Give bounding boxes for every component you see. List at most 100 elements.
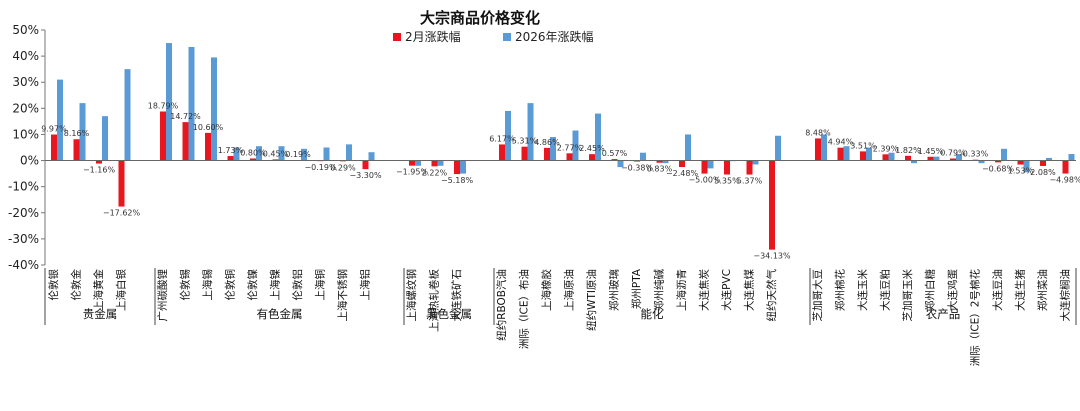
data-label: 0.80% xyxy=(240,148,266,157)
data-label: −4.98% xyxy=(1049,176,1080,185)
data-label: 2.39% xyxy=(873,144,899,153)
data-label: 8.48% xyxy=(805,128,831,137)
data-label: 1.82% xyxy=(895,146,921,155)
bar-2026 xyxy=(978,160,985,164)
bar-feb xyxy=(362,160,369,170)
legend-label-feb: 2月涨跌幅 xyxy=(405,29,461,44)
data-label: −0.38% xyxy=(621,164,654,173)
category-label: 伦敦锡 xyxy=(179,269,192,301)
bar-feb xyxy=(51,134,57,161)
data-label: −1.16% xyxy=(83,166,116,175)
bar-feb xyxy=(205,132,211,161)
category-label: 伦敦铝 xyxy=(291,269,304,301)
bar-feb xyxy=(679,160,685,168)
bar-2026 xyxy=(188,46,195,161)
data-label: 4.86% xyxy=(534,138,560,147)
group-label: 有色金属 xyxy=(257,307,303,321)
bar-2026 xyxy=(505,110,511,161)
bar-2026 xyxy=(527,103,534,161)
bar-2026 xyxy=(640,152,646,161)
y-tick-label: 0% xyxy=(20,154,39,168)
bar-feb xyxy=(950,158,956,161)
bar-feb xyxy=(73,139,80,161)
bar-2026 xyxy=(1001,148,1007,161)
y-tick-label: 40% xyxy=(12,49,39,63)
category-label: 大连豆粕 xyxy=(879,269,892,311)
bar-2026 xyxy=(572,130,579,161)
bar-2026 xyxy=(617,160,624,168)
category-label: 郑州PTA xyxy=(630,268,643,309)
bar-feb xyxy=(160,111,166,161)
category-label: 广州碳酸锂 xyxy=(156,269,169,322)
y-tick-label: -30% xyxy=(8,232,39,246)
bar-feb xyxy=(1040,160,1046,166)
bar-feb xyxy=(431,160,438,167)
data-label: 5.37% xyxy=(737,177,763,186)
data-label: 2.22% xyxy=(422,168,448,177)
bar-2026 xyxy=(752,160,759,165)
category-label: 大连玉米 xyxy=(856,269,869,311)
bar-feb xyxy=(701,160,708,174)
category-label: 上海铝 xyxy=(359,269,372,301)
bar-feb xyxy=(118,160,125,207)
y-tick-label: -40% xyxy=(8,258,39,272)
bar-2026 xyxy=(79,103,86,161)
y-tick-label: -10% xyxy=(8,180,39,194)
bar-2026 xyxy=(595,113,601,161)
bar-feb xyxy=(250,158,256,161)
data-label: 0.57% xyxy=(602,149,628,158)
data-label: 1.53% xyxy=(1008,167,1034,176)
y-tick-label: 50% xyxy=(12,23,39,37)
category-label: 上海锡 xyxy=(201,269,214,301)
category-label: 伦敦镍 xyxy=(246,269,259,301)
bar-feb xyxy=(611,159,618,161)
category-label: 上海镍 xyxy=(269,269,282,301)
bar-feb xyxy=(860,151,866,161)
bar-feb xyxy=(589,154,595,161)
bar-feb xyxy=(454,160,460,175)
bar-2026 xyxy=(1046,157,1052,161)
legend-swatch-feb xyxy=(393,33,401,41)
group-label: 能化 xyxy=(641,307,664,321)
data-label: −5.00% xyxy=(688,176,721,185)
data-label: −0.19% xyxy=(304,163,337,172)
bar-feb xyxy=(815,138,821,161)
bar-2026 xyxy=(415,160,421,166)
data-label: 1.45% xyxy=(918,147,944,156)
bar-feb xyxy=(882,154,889,161)
group-label: 黑色金属 xyxy=(426,307,472,321)
bar-2026 xyxy=(662,160,669,164)
legend-swatch-2026 xyxy=(503,33,511,41)
data-label: −1.95% xyxy=(396,168,429,177)
category-label: 上海橡胶 xyxy=(540,269,553,311)
bar-2026 xyxy=(278,146,285,161)
chart-title: 大宗商品价格变化 xyxy=(420,9,540,27)
bar-2026 xyxy=(323,147,330,161)
bar-2026 xyxy=(866,147,872,161)
category-label: 大连PVC xyxy=(720,269,733,311)
data-label: 18.79% xyxy=(148,101,179,110)
category-label: 大连焦炭 xyxy=(698,269,711,311)
bar-feb xyxy=(656,160,663,163)
bar-2026 xyxy=(933,156,940,161)
bar-feb xyxy=(566,153,573,161)
category-label: 上海原油 xyxy=(563,269,576,311)
category-label: 伦敦银 xyxy=(47,269,60,301)
bar-feb xyxy=(746,160,753,175)
bar-2026 xyxy=(685,134,691,161)
bar-feb xyxy=(272,159,279,161)
bar-2026 xyxy=(707,160,714,169)
bar-2026 xyxy=(843,146,850,161)
data-label: −2.48% xyxy=(666,169,699,178)
data-label: −17.62% xyxy=(103,209,141,218)
bar-feb xyxy=(905,155,911,161)
data-label: 5.31% xyxy=(512,137,538,146)
bar-2026 xyxy=(550,137,556,161)
category-label: 大连豆油 xyxy=(991,269,1004,311)
bar-feb xyxy=(227,156,234,161)
bar-2026 xyxy=(368,152,375,161)
category-label: 大连棕榈油 xyxy=(1059,269,1072,322)
category-label: 伦敦铜 xyxy=(224,269,237,301)
y-tick-label: -20% xyxy=(8,206,39,220)
